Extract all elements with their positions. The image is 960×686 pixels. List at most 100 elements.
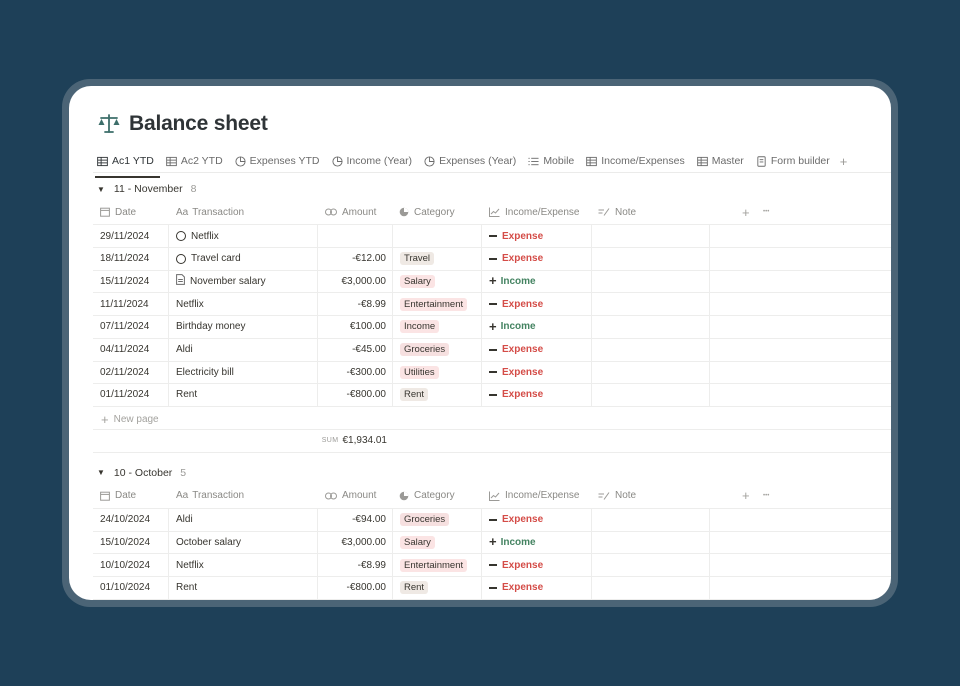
- income-expense-cell[interactable]: + Income: [482, 531, 592, 554]
- note-cell[interactable]: [592, 338, 710, 361]
- column-header-note[interactable]: Note: [598, 200, 636, 224]
- tab-ac2-ytd[interactable]: Ac2 YTD: [166, 149, 223, 173]
- column-header-category[interactable]: Category: [399, 484, 455, 508]
- income-expense-cell[interactable]: Expense: [482, 225, 592, 247]
- amount-cell[interactable]: -€8.99: [318, 293, 393, 316]
- column-header-amount[interactable]: Amount: [325, 484, 376, 508]
- amount-cell[interactable]: -€94.00: [318, 508, 393, 531]
- amount-cell[interactable]: -€45.00: [318, 338, 393, 361]
- table-row[interactable]: 11/11/2024 Netflix -€8.99 Entertainment Expe…: [93, 293, 891, 317]
- date-cell[interactable]: 29/11/2024: [93, 225, 169, 247]
- category-cell[interactable]: Utilities: [393, 361, 482, 384]
- date-cell[interactable]: 07/11/2024: [93, 315, 169, 338]
- tab-ac1-ytd[interactable]: Ac1 YTD: [95, 149, 160, 178]
- date-cell[interactable]: 10/10/2024: [93, 554, 169, 576]
- note-cell[interactable]: [592, 225, 710, 247]
- column-header-income-expense[interactable]: Income/Expense: [489, 200, 580, 224]
- transaction-cell[interactable]: Travel card: [169, 247, 318, 270]
- category-cell[interactable]: Rent: [393, 383, 482, 406]
- transaction-cell[interactable]: Rent: [169, 383, 318, 406]
- tab-form-builder[interactable]: Form builder: [756, 149, 830, 173]
- note-cell[interactable]: [592, 270, 710, 293]
- tab-master[interactable]: Master: [696, 149, 744, 173]
- add-column-button[interactable]: +: [742, 488, 750, 504]
- more-options-icon[interactable]: •••: [763, 209, 770, 215]
- amount-cell[interactable]: -€800.00: [318, 383, 393, 406]
- transaction-cell[interactable]: Netflix: [169, 225, 318, 247]
- column-header-transaction[interactable]: Aa Transaction: [176, 484, 244, 508]
- income-expense-cell[interactable]: + Income: [482, 315, 592, 338]
- amount-sum[interactable]: SUM €1,934.01: [318, 430, 393, 452]
- caret-down-icon[interactable]: ▼: [97, 468, 105, 478]
- table-row[interactable]: 04/11/2024 Aldi -€45.00 Groceries Expense: [93, 338, 891, 362]
- category-cell[interactable]: Salary: [393, 270, 482, 293]
- date-cell[interactable]: 01/10/2024: [93, 576, 169, 599]
- amount-cell[interactable]: -€300.00: [318, 361, 393, 384]
- note-cell[interactable]: [592, 531, 710, 554]
- column-header-transaction[interactable]: Aa Transaction: [176, 200, 244, 224]
- note-cell[interactable]: [592, 293, 710, 316]
- group-header[interactable]: ▼ 10 - October 5: [97, 467, 186, 479]
- tab-expenses-year[interactable]: Expenses (Year): [424, 149, 516, 173]
- transaction-cell[interactable]: Aldi: [169, 338, 318, 361]
- table-row[interactable]: 01/11/2024 Rent -€800.00 Rent Expense: [93, 383, 891, 407]
- column-header-date[interactable]: Date: [100, 200, 136, 224]
- table-row[interactable]: 02/11/2024 Electricity bill -€300.00 Utilit…: [93, 361, 891, 385]
- date-cell[interactable]: 02/11/2024: [93, 361, 169, 384]
- transaction-cell[interactable]: November salary: [169, 270, 318, 293]
- note-cell[interactable]: [592, 247, 710, 270]
- category-cell[interactable]: Groceries: [393, 338, 482, 361]
- transaction-cell[interactable]: Rent: [169, 576, 318, 599]
- amount-cell[interactable]: €100.00: [318, 315, 393, 338]
- new-page-button[interactable]: + New page: [101, 412, 159, 427]
- table-row[interactable]: 29/11/2024 Netflix Expense: [93, 225, 891, 248]
- amount-cell[interactable]: -€12.00: [318, 247, 393, 270]
- column-header-amount[interactable]: Amount: [325, 200, 376, 224]
- category-cell[interactable]: Entertainment: [393, 293, 482, 316]
- amount-cell[interactable]: €3,000.00: [318, 531, 393, 554]
- table-row[interactable]: 24/10/2024 Aldi -€94.00 Groceries Expense: [93, 508, 891, 532]
- category-cell[interactable]: Groceries: [393, 508, 482, 531]
- amount-cell[interactable]: -€800.00: [318, 576, 393, 599]
- transaction-cell[interactable]: Aldi: [169, 508, 318, 531]
- category-cell[interactable]: Rent: [393, 576, 482, 599]
- tab-income-expenses[interactable]: Income/Expenses: [586, 149, 685, 173]
- caret-down-icon[interactable]: ▼: [97, 184, 105, 194]
- date-cell[interactable]: 24/10/2024: [93, 508, 169, 531]
- note-cell[interactable]: [592, 554, 710, 576]
- note-cell[interactable]: [592, 383, 710, 406]
- income-expense-cell[interactable]: Expense: [482, 361, 592, 384]
- category-cell[interactable]: Income: [393, 315, 482, 338]
- more-options-icon[interactable]: •••: [763, 492, 770, 499]
- income-expense-cell[interactable]: Expense: [482, 554, 592, 576]
- add-view-button[interactable]: +: [839, 153, 848, 169]
- transaction-cell[interactable]: October salary: [169, 531, 318, 554]
- date-cell[interactable]: 11/11/2024: [93, 293, 169, 316]
- note-cell[interactable]: [592, 576, 710, 599]
- date-cell[interactable]: 04/11/2024: [93, 338, 169, 361]
- note-cell[interactable]: [592, 315, 710, 338]
- column-header-note[interactable]: Note: [598, 484, 636, 508]
- category-cell[interactable]: Travel: [393, 247, 482, 270]
- table-row[interactable]: 15/10/2024 October salary €3,000.00 Salary +…: [93, 531, 891, 555]
- category-cell[interactable]: Entertainment: [393, 554, 482, 576]
- income-expense-cell[interactable]: Expense: [482, 508, 592, 531]
- date-cell[interactable]: 01/11/2024: [93, 383, 169, 406]
- income-expense-cell[interactable]: Expense: [482, 293, 592, 316]
- table-row[interactable]: 15/11/2024 November salary €3,000.00 Salary…: [93, 270, 891, 294]
- transaction-cell[interactable]: Birthday money: [169, 315, 318, 338]
- amount-cell[interactable]: [318, 225, 393, 247]
- table-row[interactable]: 10/10/2024 Netflix -€8.99 Entertainment Expe…: [93, 554, 891, 577]
- column-header-income-expense[interactable]: Income/Expense: [489, 484, 580, 508]
- group-header[interactable]: ▼ 11 - November 8: [97, 183, 196, 195]
- income-expense-cell[interactable]: Expense: [482, 338, 592, 361]
- column-header-date[interactable]: Date: [100, 484, 136, 508]
- amount-cell[interactable]: €3,000.00: [318, 270, 393, 293]
- add-column-button[interactable]: +: [742, 204, 750, 220]
- date-cell[interactable]: 15/11/2024: [93, 270, 169, 293]
- income-expense-cell[interactable]: + Income: [482, 270, 592, 293]
- category-cell[interactable]: [393, 225, 482, 247]
- tab-expenses-ytd[interactable]: Expenses YTD: [235, 149, 320, 173]
- note-cell[interactable]: [592, 508, 710, 531]
- income-expense-cell[interactable]: Expense: [482, 383, 592, 406]
